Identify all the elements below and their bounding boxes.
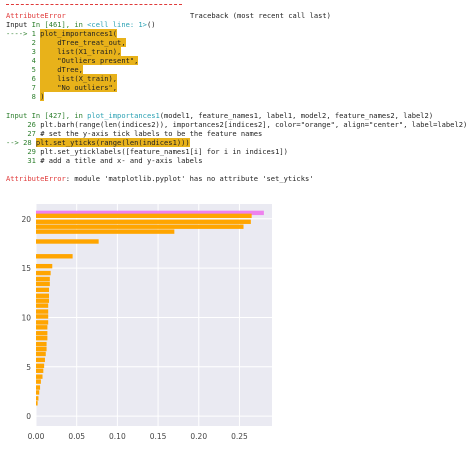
- x-tick-label: 0.00: [28, 432, 45, 441]
- code-line-29: 29 plt.set_yticklabels([feature_names1[i…: [27, 147, 288, 156]
- bar: [36, 270, 51, 276]
- code-line-1: ----> 1 plot_importances1(: [6, 29, 118, 38]
- bar: [36, 239, 99, 244]
- bar: [36, 320, 49, 325]
- bar: [36, 210, 264, 216]
- code-line-2: 2 dTree_treat_out,: [31, 38, 126, 47]
- bar: [36, 335, 48, 341]
- x-tick-label: 0.20: [190, 432, 207, 441]
- bar: [36, 341, 47, 347]
- bar: [36, 379, 41, 384]
- bar: [36, 390, 40, 395]
- traceback-separator: [6, 4, 182, 5]
- bar: [36, 368, 44, 373]
- bar: [36, 224, 244, 229]
- bar: [36, 263, 53, 269]
- bar: [36, 401, 38, 406]
- bar: [36, 331, 48, 336]
- x-tick-label: 0.10: [109, 432, 126, 441]
- input-line-1: Input In [461], in <cell line: 1>(): [6, 20, 156, 29]
- x-tick-label: 0.15: [150, 432, 167, 441]
- traceback-output: AttributeError Traceback (most recent ca…: [0, 0, 474, 190]
- code-line-3: 3 list(X1_train),: [31, 47, 122, 56]
- bar: [36, 314, 49, 319]
- bar: [36, 396, 39, 401]
- bar: [36, 213, 252, 219]
- bar: [36, 325, 48, 330]
- bar: [36, 293, 50, 298]
- bar: [36, 363, 45, 369]
- plot-area: [36, 204, 272, 426]
- code-line-26: 26 plt.barh(range(len(indices2)), import…: [27, 120, 468, 129]
- code-line-7: 7 "No outliers",: [31, 83, 118, 92]
- final-error-line: AttributeError: module 'matplotlib.pyplo…: [6, 174, 314, 183]
- y-tick-label: 5: [26, 363, 31, 372]
- bar: [36, 374, 43, 379]
- code-line-5: 5 dTree,: [31, 65, 83, 74]
- bar: [36, 303, 49, 308]
- y-tick-label: 10: [21, 313, 31, 322]
- code-line-8: 8 ): [31, 92, 45, 101]
- bar: [36, 287, 50, 293]
- bar: [36, 281, 50, 287]
- plot-output: 0.00 0.05 0.10 0.15 0.20 0.25 0 5 10 15 20: [0, 196, 474, 447]
- bar: [36, 254, 73, 259]
- code-line-6: 6 list(X_train),: [31, 74, 118, 83]
- feature-importance-chart: 0.00 0.05 0.10 0.15 0.20 0.25 0 5 10 15 20: [21, 204, 272, 441]
- input-line-2: Input In [427], in plot_importances1(mod…: [6, 111, 434, 120]
- x-tick-label: 0.05: [68, 432, 85, 441]
- code-line-31: 31 # add a title and x- and y-axis label…: [27, 156, 203, 165]
- traceback-header: Traceback (most recent call last): [190, 11, 331, 20]
- bar: [36, 346, 47, 352]
- x-tick-label: 0.25: [231, 432, 248, 441]
- bar: [36, 229, 175, 234]
- bar: [36, 385, 41, 390]
- y-tick-label: 15: [21, 264, 31, 273]
- code-line-27: 27 # set the y-axis tick labels to be th…: [27, 129, 263, 138]
- code-line-4: 4 "Outliers present",: [31, 56, 139, 65]
- bar: [36, 351, 46, 357]
- bar: [36, 276, 50, 282]
- y-tick-label: 0: [26, 412, 31, 421]
- bar: [36, 309, 49, 314]
- bar: [36, 357, 45, 363]
- error-name: AttributeError: [6, 11, 66, 20]
- bar: [36, 298, 50, 303]
- bar: [36, 219, 251, 224]
- y-tick-label: 20: [21, 215, 31, 224]
- code-line-28: --> 28 plt.set_yticks(range(len(indices1…: [6, 138, 190, 147]
